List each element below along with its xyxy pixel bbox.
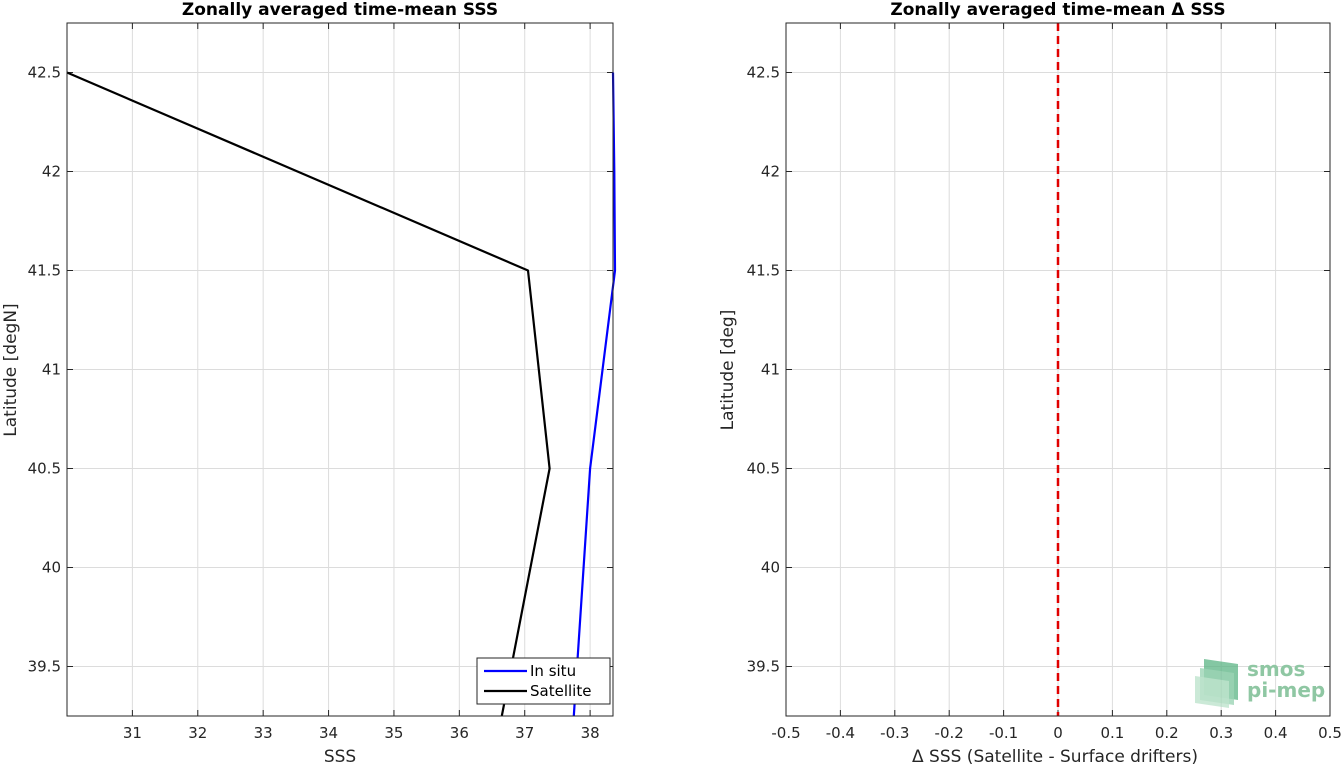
logo-line2: pi-mep [1247, 678, 1325, 702]
sss-ytick-label: 41.5 [28, 262, 61, 280]
sss-title: Zonally averaged time-mean SSS [182, 0, 498, 20]
sss-ticks: 31 32 33 34 35 36 37 38 39.5 40 40.5 41 41.5 42 42.5 [28, 23, 613, 742]
delta-sss-xlabel: Δ SSS (Satellite - Surface drifters) [912, 747, 1198, 765]
sss-xtick-label: 31 [123, 724, 142, 742]
delta-sss-ytick-label: 41.5 [747, 262, 780, 280]
sss-satellite-line [66, 71, 551, 717]
delta-sss-ytick-label: 41 [761, 361, 780, 379]
sss-grid [67, 23, 613, 716]
sss-xtick-label: 34 [319, 724, 338, 742]
delta-sss-xtick-label: 0.5 [1318, 724, 1342, 742]
delta-sss-ylabel: Latitude [deg] [718, 310, 738, 431]
logo-line1: smos [1247, 657, 1305, 681]
sss-xtick-label: 36 [450, 724, 469, 742]
sss-ylabel: Latitude [degN] [1, 303, 21, 436]
delta-sss-xtick-label: 0.3 [1209, 724, 1233, 742]
sss-xtick-label: 32 [188, 724, 207, 742]
sss-ytick-label: 39.5 [28, 658, 61, 676]
sss-ytick-label: 40 [42, 559, 61, 577]
sss-ytick-label: 40.5 [28, 460, 61, 478]
sss-series [66, 71, 617, 717]
delta-sss-ytick-label: 40 [761, 559, 780, 577]
sss-ytick-label: 42 [42, 163, 61, 181]
delta-sss-xtick-label: -0.3 [880, 724, 909, 742]
smos-pi-mep-logo: smos pi-mep [1195, 657, 1325, 708]
sss-ytick-label: 41 [42, 361, 61, 379]
logo-mark-icon [1195, 659, 1238, 708]
sss-panel: Zonally averaged time-mean SSS SSS Latit… [1, 0, 617, 765]
delta-sss-ytick-label: 40.5 [747, 460, 780, 478]
delta-sss-ticks: -0.5 -0.4 -0.3 -0.2 -0.1 0 0.1 0.2 0.3 0.4 0.5 39.5… [747, 23, 1342, 742]
delta-sss-xtick-label: -0.2 [935, 724, 964, 742]
sss-xlabel: SSS [324, 747, 356, 765]
sss-legend: In situ Satellite [476, 657, 611, 705]
sss-axes-box [66, 22, 614, 717]
delta-sss-xtick-label: -0.4 [826, 724, 855, 742]
legend-satellite-label: Satellite [530, 682, 591, 700]
legend-box [476, 657, 611, 705]
legend-in-situ-label: In situ [530, 662, 576, 680]
delta-sss-xtick-label: -0.5 [771, 724, 800, 742]
delta-sss-grid [786, 23, 1330, 716]
sss-xtick-label: 38 [581, 724, 600, 742]
delta-sss-xtick-label: 0 [1053, 724, 1063, 742]
sss-in-situ-line [572, 72, 617, 717]
delta-sss-xtick-label: 0.1 [1100, 724, 1124, 742]
delta-sss-axes-box [785, 22, 1331, 717]
delta-sss-xtick-label: 0.2 [1155, 724, 1179, 742]
sss-ytick-label: 42.5 [28, 64, 61, 82]
sss-xtick-label: 37 [515, 724, 534, 742]
delta-sss-panel: Zonally averaged time-mean Δ SSS Δ SSS (… [718, 0, 1342, 765]
delta-sss-title: Zonally averaged time-mean Δ SSS [890, 0, 1225, 20]
delta-sss-ytick-label: 39.5 [747, 658, 780, 676]
sss-xtick-label: 35 [384, 724, 403, 742]
delta-sss-xtick-label: -0.1 [989, 724, 1018, 742]
delta-sss-ytick-label: 42 [761, 163, 780, 181]
sss-xtick-label: 33 [254, 724, 273, 742]
delta-sss-ytick-label: 42.5 [747, 64, 780, 82]
delta-sss-xtick-label: 0.4 [1264, 724, 1288, 742]
